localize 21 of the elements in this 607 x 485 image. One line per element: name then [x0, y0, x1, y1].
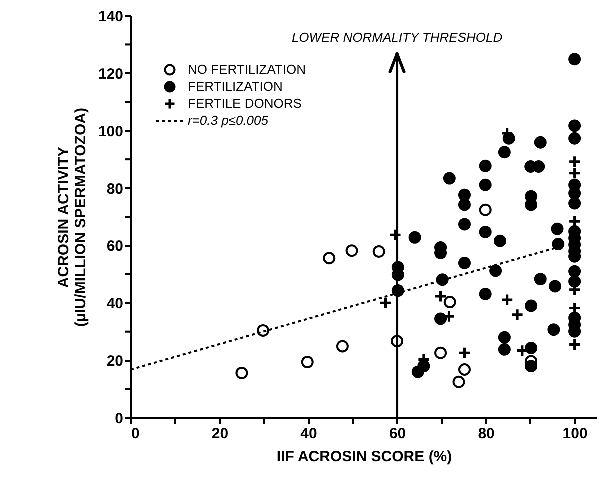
y-tick-label: 120 [98, 66, 124, 83]
x-tick-label: 0 [132, 426, 140, 442]
y-axis-title: ACROSIN ACTIVITY (µIU/MILLION SPERMATOZOA) [55, 108, 90, 327]
legend-label: FERTILE DONORS [188, 96, 302, 111]
x-axis-title: IIF ACROSIN SCORE (%) [276, 448, 452, 466]
x-tick-label: 40 [300, 426, 318, 442]
y-tick-label: 60 [106, 238, 124, 256]
ref-line-label: LOWER NORMALITY THRESHOLD [292, 30, 503, 45]
legend-label: NO FERTILIZATION [188, 62, 306, 77]
y-tick-label: 100 [98, 123, 124, 140]
y-tick-label: 20 [106, 353, 124, 370]
y-tick-label: 40 [106, 296, 124, 313]
y-tick-label: 0 [115, 410, 124, 428]
y-tick-label: 140 [98, 8, 124, 26]
legend-label: FERTILIZATION [188, 79, 283, 94]
x-tick-label: 80 [478, 426, 495, 442]
y-tick-label: 80 [106, 180, 124, 198]
x-tick-label: 20 [212, 426, 229, 442]
x-tick-label: 100 [562, 426, 588, 442]
legend-label: r=0.3 p≤0.005 [188, 113, 270, 128]
x-tick-label: 60 [389, 426, 406, 442]
